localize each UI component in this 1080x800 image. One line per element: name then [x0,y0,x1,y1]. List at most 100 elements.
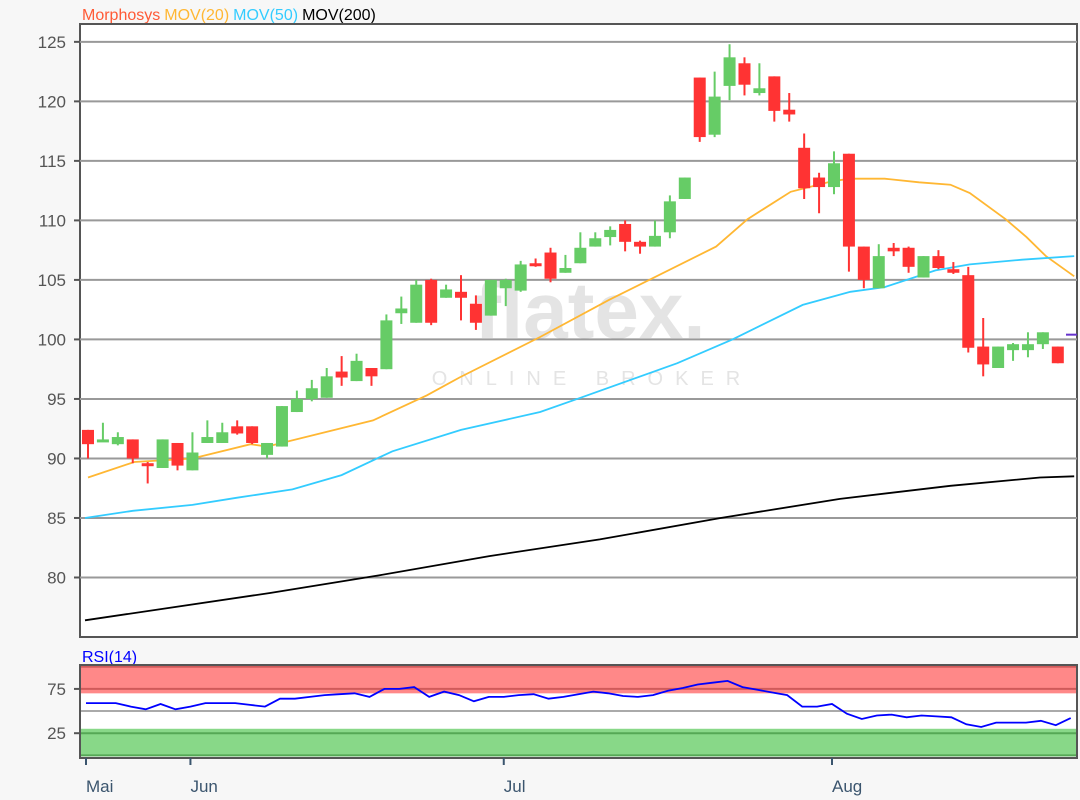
candle-body [275,406,288,447]
candle [872,244,885,289]
candle-body [216,432,229,443]
candle-body [887,247,900,252]
candle [783,93,796,122]
moving-average-line [84,475,1075,622]
candle-body [82,429,94,445]
candle-body [917,256,930,278]
candle-body [231,426,244,434]
candle-body [932,256,945,269]
candle-body [201,437,214,443]
rsi-y-tick-label: 75 [47,680,66,699]
candle [589,232,602,247]
legend-item: MOV(50) [233,7,298,24]
y-tick-label: 100 [38,330,66,349]
candle [992,346,1005,368]
candle-body [902,247,915,267]
candle-body [798,147,811,189]
candle-body [574,247,587,264]
candle [902,246,915,273]
candle [440,284,453,298]
candle-body [678,177,691,199]
candle [231,420,244,435]
price-y-axis: 80 85 90 95 100 105 110 115 120 125 [38,33,80,587]
y-tick-label: 125 [38,33,66,52]
candle [887,243,900,257]
candle-body [753,88,766,94]
candle [171,442,184,471]
candle-body [738,63,751,85]
candle-body [380,320,393,370]
candle-body [842,153,855,247]
candle [753,63,766,96]
candle [634,240,647,254]
candle-body [410,284,423,323]
candle [738,57,751,96]
candle-body [156,439,169,468]
candle-body [440,289,453,298]
candle [156,439,169,468]
candle [857,246,870,289]
candle [529,258,542,267]
candle [917,256,930,278]
candle [499,278,512,307]
y-tick-label: 110 [39,211,66,230]
candle [678,177,691,199]
candle-body [335,371,348,378]
candle-body [1036,332,1049,345]
candle [514,260,527,292]
candle [126,439,139,464]
candle-body [619,223,632,242]
candle-body [469,303,482,323]
candle-body [962,275,975,348]
candle [947,262,960,274]
candle [828,151,840,195]
candle-body [544,252,557,279]
candle [395,296,408,324]
candle [335,356,348,386]
x-tick-label: Aug [832,777,862,796]
candle-body [648,235,661,247]
candle [693,77,706,142]
candle-body [783,109,796,115]
candle-body [126,439,139,459]
watermark-tagline: ONLINE BROKER [432,368,752,390]
candle-body [947,269,960,273]
candle [574,232,587,264]
candle-body [171,442,184,466]
candle [380,314,393,370]
legend-item: MOV(20) [164,7,229,24]
candlesticks [82,44,1064,484]
candle-body [395,308,408,314]
candle [469,295,482,330]
candle [962,266,975,353]
candle-body [290,398,303,413]
candle [96,422,109,443]
candle [619,220,632,252]
candle-body [768,76,781,111]
candle [305,379,318,402]
candle [604,226,617,246]
candle [648,220,661,247]
legend-item: MOV(200) [302,7,376,24]
candle [723,44,736,101]
candle [455,275,467,321]
candle [216,422,229,443]
candle [1051,346,1064,364]
y-tick-label: 80 [47,568,66,587]
candle [261,442,274,459]
candle [1036,332,1049,349]
candle-body [425,279,438,323]
candle-body [455,291,467,298]
rsi-line [86,679,1072,728]
candle-body [872,256,885,289]
candle-body [1021,344,1034,351]
price-gridlines [80,40,1077,579]
candle [977,318,990,377]
moving-average-line [84,255,1075,519]
candle-body [141,463,154,467]
candle-body [111,437,124,445]
candle-body [589,238,602,247]
candle [320,367,333,398]
candle [186,432,199,471]
candle-body [992,346,1005,368]
